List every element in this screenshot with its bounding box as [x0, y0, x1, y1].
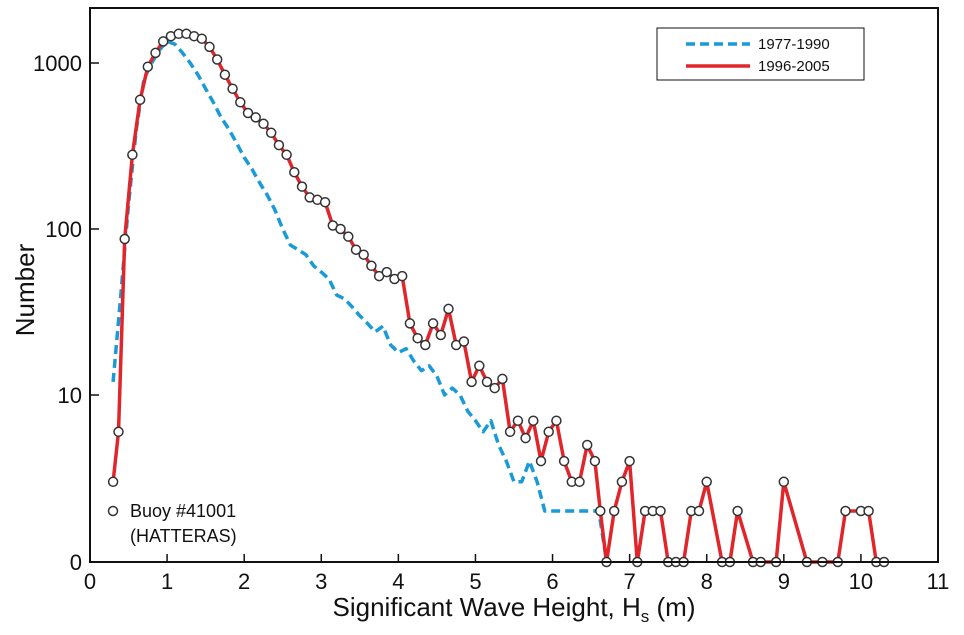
- data-point-1996-2005-48: [474, 360, 485, 372]
- buoy-annotation: Buoy #41001 (HATTERAS): [107, 501, 237, 546]
- series-layer: [107, 28, 890, 568]
- buoy-marker-icon: [107, 505, 119, 517]
- x-tick-label-5: 5: [469, 569, 481, 594]
- data-point-1996-2005-21: [265, 127, 277, 139]
- y-tick-label-100: 100: [45, 217, 82, 242]
- data-point-1996-2005-20: [258, 118, 269, 130]
- data-point-1996-2005-28: [319, 196, 331, 208]
- x-axis-title: Significant Wave Height, Hs (m): [333, 592, 696, 626]
- data-point-1996-2005-55: [528, 415, 539, 426]
- x-tick-label-9: 9: [778, 569, 790, 594]
- data-point-1996-2005-30: [335, 223, 346, 235]
- data-point-1996-2005-17: [235, 97, 246, 108]
- data-point-1996-2005-85: [778, 476, 790, 488]
- x-axis-title-main: Significant Wave Height, H: [333, 592, 641, 622]
- data-point-1996-2005-15: [219, 69, 231, 80]
- data-point-1996-2005-22: [273, 139, 285, 151]
- data-point-1996-2005-24: [289, 166, 300, 178]
- legend-label-1977-1990: 1977-1990: [758, 36, 830, 53]
- data-point-1996-2005-50: [489, 382, 500, 394]
- data-point-1996-2005-3: [127, 149, 138, 161]
- series-line-1977-1990: [111, 39, 609, 562]
- data-point-1996-2005-38: [396, 270, 408, 282]
- series-line-1996-2005: [111, 32, 884, 564]
- x-tick-label-7: 7: [624, 569, 636, 594]
- data-point-1996-2005-25: [296, 181, 308, 192]
- y-axis-title: Number: [10, 243, 40, 336]
- data-point-1996-2005-51: [497, 373, 508, 385]
- data-point-1996-2005-77: [693, 505, 705, 517]
- buoy-annotation-line-2: (HATTERAS): [130, 526, 237, 546]
- data-point-1996-2005-43: [435, 329, 447, 341]
- data-point-1996-2005-23: [281, 149, 292, 161]
- plot-frame: [89, 7, 939, 563]
- data-point-1996-2005-12: [196, 33, 208, 44]
- data-point-1996-2005-2: [119, 233, 130, 245]
- x-tick-label-6: 6: [546, 569, 558, 594]
- data-point-1996-2005-13: [204, 41, 215, 53]
- data-point-1996-2005-64: [595, 505, 606, 517]
- data-point-1996-2005-18: [242, 107, 254, 119]
- data-point-1996-2005-54: [520, 432, 531, 444]
- y-tick-label-1000: 1000: [33, 51, 82, 76]
- data-point-1996-2005-62: [581, 439, 593, 451]
- data-point-1996-2005-67: [616, 476, 628, 488]
- data-point-1996-2005-31: [343, 231, 354, 242]
- data-point-1996-2005-36: [381, 266, 393, 278]
- legend-box: [656, 27, 865, 81]
- data-point-1996-2005-16: [227, 83, 238, 94]
- data-point-1996-2005-68: [624, 455, 635, 467]
- data-point-1996-2005-72: [655, 505, 666, 517]
- data-point-1996-2005-57: [543, 426, 554, 438]
- data-point-1996-2005-34: [366, 260, 377, 272]
- x-axis-title-subscript: s: [641, 607, 650, 626]
- data-point-1996-2005-44: [443, 303, 454, 315]
- x-tick-label-1: 1: [161, 569, 173, 594]
- data-point-1996-2005-32: [350, 244, 362, 255]
- data-point-1996-2005-81: [732, 505, 743, 517]
- data-point-1996-2005-6: [150, 47, 161, 59]
- data-point-1996-2005-46: [458, 336, 470, 347]
- data-point-1996-2005-40: [412, 332, 423, 344]
- data-point-1996-2005-39: [404, 318, 416, 329]
- data-point-1996-2005-49: [481, 376, 493, 388]
- x-axis-title-unit: (m): [649, 592, 695, 622]
- data-point-1996-2005-89: [840, 505, 851, 517]
- data-point-1996-2005-59: [558, 455, 570, 467]
- x-tick-label-8: 8: [701, 569, 713, 594]
- data-point-1996-2005-7: [157, 36, 169, 47]
- data-point-1996-2005-1: [113, 426, 124, 438]
- data-point-1996-2005-5: [142, 61, 154, 72]
- data-point-1996-2005-52: [504, 426, 516, 438]
- x-tick-label-3: 3: [315, 569, 327, 594]
- x-tick-label-4: 4: [392, 569, 404, 594]
- data-point-1996-2005-41: [420, 339, 431, 351]
- data-point-1996-2005-19: [250, 112, 261, 123]
- x-tick-label-11: 11: [927, 569, 950, 594]
- data-point-1996-2005-61: [574, 476, 585, 488]
- data-point-1996-2005-91: [863, 505, 874, 517]
- y-tick-label-10: 10: [58, 383, 82, 408]
- data-point-1996-2005-56: [535, 455, 547, 467]
- x-tick-label-0: 0: [84, 569, 96, 594]
- data-point-1996-2005-78: [701, 476, 712, 488]
- data-point-1996-2005-66: [608, 505, 620, 517]
- buoy-annotation-line-1: Buoy #41001: [130, 501, 236, 521]
- data-point-1996-2005-33: [358, 249, 369, 260]
- x-tick-label-10: 10: [849, 569, 873, 594]
- data-point-1996-2005-4: [134, 94, 146, 106]
- data-point-1996-2005-58: [551, 415, 562, 426]
- data-point-1996-2005-0: [107, 476, 119, 488]
- legend-label-1996-2005: 1996-2005: [758, 58, 830, 75]
- data-point-1996-2005-53: [512, 415, 524, 426]
- data-point-1996-2005-47: [466, 376, 477, 388]
- data-point-1996-2005-42: [427, 318, 439, 329]
- ticks-layer: 0 1 2 3 4 5 6 7 8 9 10 11 0 10 100 1000: [33, 51, 949, 594]
- data-point-1996-2005-14: [211, 54, 223, 65]
- legend: 1977-1990 1996-2005: [656, 27, 865, 81]
- x-tick-label-2: 2: [238, 569, 250, 594]
- y-tick-label-0: 0: [70, 550, 82, 575]
- data-point-1996-2005-63: [589, 455, 601, 467]
